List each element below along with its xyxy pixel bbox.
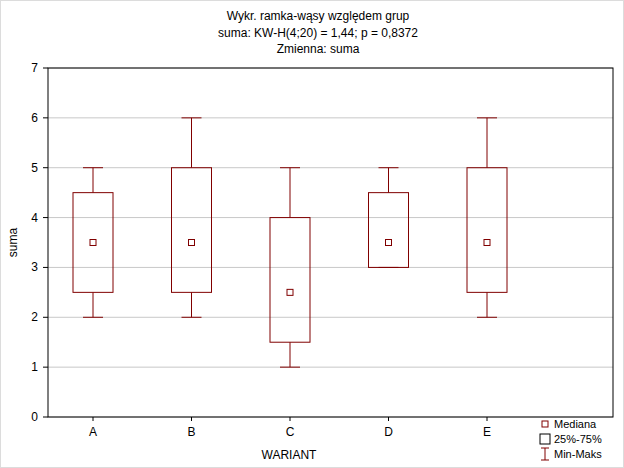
y-tick-label: 0 bbox=[31, 410, 38, 424]
y-tick bbox=[43, 68, 48, 69]
y-tick bbox=[43, 117, 48, 118]
whisker-cap-max bbox=[379, 167, 399, 168]
grid-line bbox=[48, 367, 613, 368]
whisker-cap-min bbox=[182, 317, 202, 318]
x-tick bbox=[290, 417, 291, 421]
whisker-upper bbox=[487, 118, 488, 168]
grid-line bbox=[48, 167, 613, 168]
median-marker bbox=[90, 240, 96, 246]
median-marker bbox=[287, 289, 293, 295]
plot-frame bbox=[48, 68, 613, 417]
y-tick bbox=[43, 167, 48, 168]
box bbox=[369, 193, 409, 268]
whisker-cap-max bbox=[83, 167, 103, 168]
subtitle: Zmienna: suma bbox=[277, 42, 360, 56]
whisker-lower bbox=[93, 292, 94, 317]
y-tick bbox=[43, 367, 48, 368]
whisker-cap-min bbox=[477, 317, 497, 318]
y-tick-label: 5 bbox=[31, 161, 38, 175]
x-axis-label: WARIANT bbox=[262, 448, 318, 462]
whisker bbox=[182, 118, 202, 317]
whisker-upper bbox=[191, 118, 192, 168]
whisker-cap-max bbox=[477, 117, 497, 118]
plot-area bbox=[48, 68, 613, 417]
y-tick bbox=[43, 267, 48, 268]
whisker-upper bbox=[290, 168, 291, 218]
median-marker bbox=[484, 240, 490, 246]
box bbox=[172, 168, 212, 293]
subtitle: suma: KW-H(4;20) = 1,44; p = 0,8372 bbox=[218, 26, 418, 40]
y-tick-label: 7 bbox=[31, 61, 38, 75]
x-tick bbox=[93, 417, 94, 421]
x-tick bbox=[487, 417, 488, 421]
y-tick-label: 3 bbox=[31, 260, 38, 274]
legend-label: Mediana bbox=[554, 418, 597, 430]
whisker-lower bbox=[487, 292, 488, 317]
whisker-cap-max bbox=[280, 167, 300, 168]
legend-whisker-icon bbox=[541, 460, 549, 461]
whisker bbox=[379, 168, 399, 268]
data-group bbox=[73, 118, 507, 367]
whisker-lower bbox=[290, 342, 291, 367]
x-tick-label: E bbox=[483, 425, 491, 439]
median-marker bbox=[189, 240, 195, 246]
legend: Mediana 25%-75% Min-Maks bbox=[540, 418, 602, 460]
x-tick bbox=[388, 417, 389, 421]
x-tick-label: D bbox=[384, 425, 393, 439]
y-tick-label: 4 bbox=[31, 211, 38, 225]
grid-line bbox=[48, 267, 613, 268]
box bbox=[73, 193, 113, 293]
whisker-lower bbox=[191, 292, 192, 317]
whisker-cap-min bbox=[280, 367, 300, 368]
y-axis-label: suma bbox=[6, 228, 20, 258]
whisker-cap-min bbox=[83, 317, 103, 318]
whisker-cap-max bbox=[182, 117, 202, 118]
legend-box-icon bbox=[540, 434, 550, 444]
whisker-upper bbox=[388, 168, 389, 193]
y-tick-label: 6 bbox=[31, 111, 38, 125]
y-tick bbox=[43, 217, 48, 218]
whisker bbox=[83, 168, 103, 318]
grid-line bbox=[48, 317, 613, 318]
legend-whisker-icon bbox=[545, 448, 546, 460]
x-tick-label: A bbox=[89, 425, 97, 439]
whisker-upper bbox=[93, 168, 94, 193]
chart-svg: Wykr. ramka-wąsy względem grup suma: KW-H… bbox=[0, 0, 624, 468]
y-tick-label: 1 bbox=[31, 360, 38, 374]
background bbox=[1, 1, 624, 468]
chart-container: Wykr. ramka-wąsy względem grup suma: KW-H… bbox=[0, 0, 624, 468]
whisker bbox=[477, 118, 497, 317]
x-tick bbox=[191, 417, 192, 421]
grid-line bbox=[48, 217, 613, 218]
whisker bbox=[280, 168, 300, 367]
y-tick bbox=[43, 417, 48, 418]
box bbox=[467, 168, 507, 293]
legend-median-icon bbox=[542, 421, 548, 427]
median-marker bbox=[386, 240, 392, 246]
x-tick-label: B bbox=[187, 425, 195, 439]
x-tick-label: C bbox=[286, 425, 295, 439]
y-tick-label: 2 bbox=[31, 310, 38, 324]
legend-whisker-icon bbox=[541, 448, 549, 449]
legend-label: Min-Maks bbox=[554, 448, 602, 460]
grid-line bbox=[48, 117, 613, 118]
legend-label: 25%-75% bbox=[554, 433, 602, 445]
y-tick bbox=[43, 317, 48, 318]
box bbox=[270, 218, 310, 343]
title: Wykr. ramka-wąsy względem grup bbox=[227, 9, 410, 23]
